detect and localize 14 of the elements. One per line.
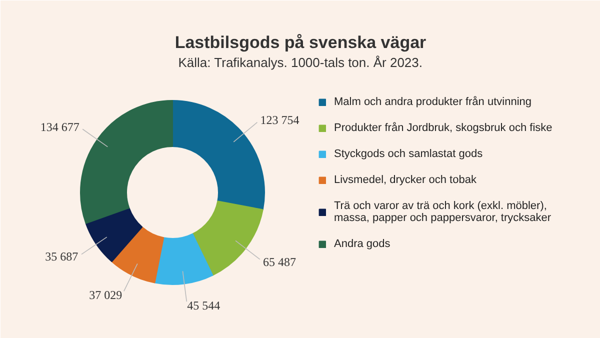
data-label: 45 544 — [187, 298, 220, 313]
legend-label: Produkter från Jordbruk, skogsbruk och fiske — [334, 122, 552, 134]
data-label: 35 687 — [45, 250, 78, 264]
legend-label: Malm och andra produkter från utvinning — [334, 96, 532, 108]
chart-title: Lastbilsgods på svenska vägar — [174, 33, 427, 52]
data-label: 65 487 — [263, 254, 296, 269]
legend-label: Trä och varor av trä och kork (exkl. möbler), massa, papper och pappersvaror, trycksaker — [334, 200, 552, 224]
data-label: 37 029 — [89, 288, 122, 302]
legend-label: Andra gods — [334, 238, 390, 250]
chart-subtitle: Källa: Trafikanalys. 1000-tals ton. År 2023. — [178, 55, 423, 70]
data-label: 134 677 — [40, 120, 80, 134]
data-label: 123 754 — [260, 112, 300, 127]
legend-label: Livsmedel, drycker och tobak — [334, 174, 476, 186]
legend-label: Styckgods och samlastat gods — [334, 148, 483, 160]
